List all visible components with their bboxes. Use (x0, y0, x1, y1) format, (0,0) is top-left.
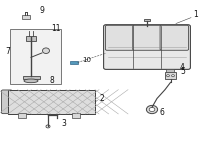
Text: 1: 1 (193, 10, 198, 19)
Ellipse shape (24, 79, 38, 83)
Text: 8: 8 (49, 76, 54, 85)
Bar (26, 36, 36, 41)
Bar (72, 113, 80, 118)
Text: 7: 7 (5, 47, 10, 56)
FancyBboxPatch shape (133, 25, 161, 50)
FancyBboxPatch shape (160, 25, 189, 50)
Text: 9: 9 (39, 6, 44, 15)
FancyBboxPatch shape (105, 25, 134, 50)
Bar (18, 113, 26, 118)
Text: 6: 6 (160, 108, 165, 117)
Bar (8, 90, 95, 114)
Ellipse shape (42, 48, 50, 54)
Bar (166, 69, 174, 72)
Bar (10, 29, 61, 84)
Bar (8, 90, 95, 114)
Text: 3: 3 (61, 119, 66, 128)
Bar (144, 19, 150, 21)
FancyBboxPatch shape (104, 25, 190, 69)
Circle shape (172, 75, 174, 77)
Text: 5: 5 (180, 67, 185, 76)
Circle shape (149, 107, 155, 112)
Circle shape (146, 105, 158, 114)
Text: 2: 2 (100, 94, 105, 103)
Text: 4: 4 (180, 63, 185, 72)
Bar (22, 15, 30, 19)
Text: 11: 11 (51, 24, 60, 33)
Bar (165, 72, 176, 79)
Circle shape (167, 75, 169, 77)
Text: 10: 10 (82, 57, 91, 64)
Bar (23, 76, 40, 79)
FancyBboxPatch shape (1, 90, 12, 114)
Bar (70, 61, 78, 64)
